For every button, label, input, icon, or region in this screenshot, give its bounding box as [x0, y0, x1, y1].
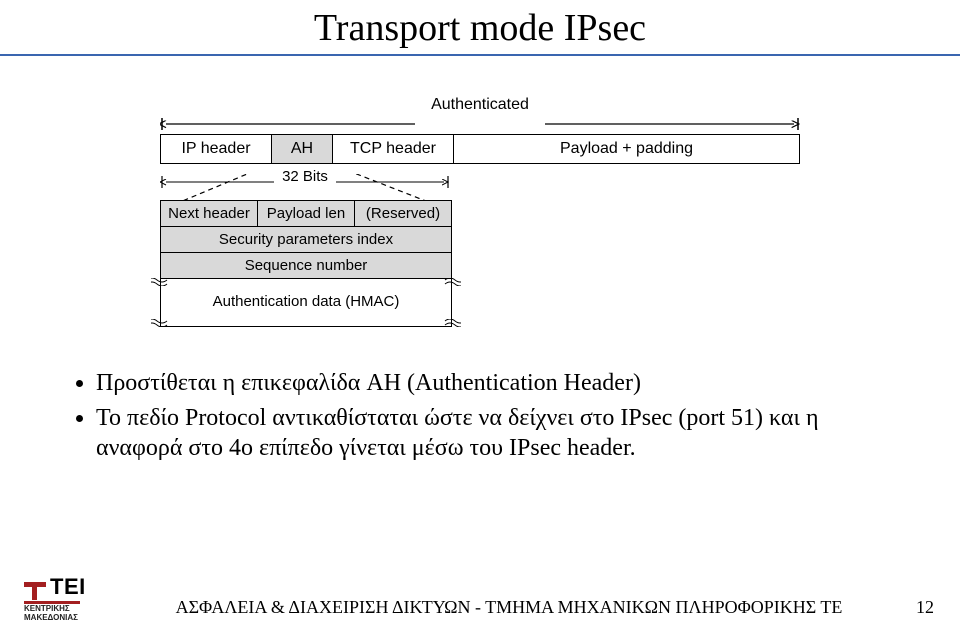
bullet-item: Το πεδίο Protocol αντικαθίσταται ώστε να… [96, 403, 900, 464]
cell-ip-header: IP header [161, 135, 272, 163]
footer: TEI ΚΕΝΤΡΙΚΗΣ ΜΑΚΕΔΟΝΙΑΣ ΑΣΦΑΛΕΙΑ & ΔΙΑΧ… [0, 574, 960, 622]
packet-row: IP header AH TCP header Payload + paddin… [160, 134, 800, 164]
wavy-bottom-icon [151, 319, 461, 327]
cell-ah: AH [272, 135, 333, 163]
authenticated-label: Authenticated [160, 96, 800, 114]
cell-payload: Payload + padding [454, 135, 799, 163]
slide-title: Transport mode IPsec [0, 0, 960, 50]
packet-diagram: Authenticated IP head [160, 96, 800, 327]
wavy-top-icon [151, 278, 461, 286]
authenticated-span [160, 116, 800, 132]
tei-logo: TEI ΚΕΝΤΡΙΚΗΣ ΜΑΚΕΔΟΝΙΑΣ [24, 574, 144, 622]
ah-next-header: Next header [161, 201, 258, 226]
ah-hmac: Authentication data (HMAC) [161, 279, 451, 326]
footer-text: ΑΣΦΑΛΕΙΑ & ΔΙΑΧΕΙΡΙΣΗ ΔΙΚΤΥΩΝ - ΤΜΗΜΑ ΜΗ… [144, 597, 874, 622]
ah-reserved: (Reserved) [355, 201, 451, 226]
tei-logo-mark-icon [24, 582, 46, 600]
tei-logo-text: TEI [50, 574, 86, 599]
ah-payload-len: Payload len [258, 201, 355, 226]
ah-spi: Security parameters index [161, 227, 451, 252]
bits-span: 32 Bits [160, 168, 800, 188]
ah-header-table: Next header Payload len (Reserved) Secur… [160, 200, 452, 327]
cell-tcp-header: TCP header [333, 135, 454, 163]
page-number: 12 [874, 597, 960, 622]
bullet-list: Προστίθεται η επικεφαλίδα AH (Authentica… [70, 368, 900, 468]
title-rule [0, 54, 960, 56]
bits-label: 32 Bits [160, 168, 450, 185]
bullet-item: Προστίθεται η επικεφαλίδα AH (Authentica… [96, 368, 900, 399]
ah-seq: Sequence number [161, 253, 451, 278]
tei-logo-sub2: ΜΑΚΕΔΟΝΙΑΣ [24, 614, 144, 622]
ah-hmac-label: Authentication data (HMAC) [213, 293, 400, 310]
